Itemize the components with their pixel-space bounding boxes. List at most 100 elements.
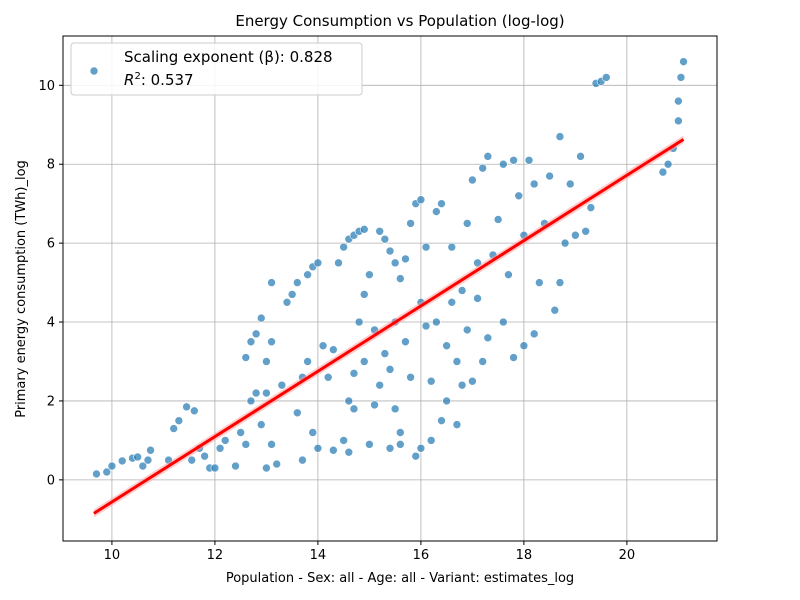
scatter-point: [190, 406, 199, 416]
scatter-point: [498, 159, 508, 169]
scatter-point: [519, 341, 529, 351]
scatter-point: [432, 207, 441, 216]
scatter-point: [442, 341, 451, 351]
scatter-point: [555, 278, 565, 287]
scatter-point: [370, 400, 379, 410]
scatter-point: [329, 345, 338, 354]
scatter-point: [169, 424, 179, 433]
scatter-point: [323, 372, 333, 382]
scatter-point: [117, 456, 127, 466]
scatter-point: [509, 353, 518, 362]
legend-marker-icon: [89, 66, 99, 76]
scatter-point: [267, 440, 276, 449]
scatter-point: [426, 376, 436, 386]
scatter-point: [529, 179, 539, 189]
scatter-point: [272, 459, 282, 469]
scatter-point: [452, 420, 462, 429]
y-tick-label: 6: [47, 237, 55, 252]
scatter-point: [478, 357, 487, 366]
scatter-point: [421, 242, 431, 252]
scatter-point: [107, 461, 117, 471]
legend-r-superscript: 2: [134, 71, 140, 82]
scatter-point: [452, 357, 462, 366]
scatter-point: [318, 341, 328, 351]
scatter-point: [359, 357, 369, 366]
scatter-point: [658, 167, 668, 177]
y-axis-label: Primary energy consumption (TWh)_log: [14, 160, 29, 418]
scatter-point: [210, 463, 220, 473]
scatter-point: [416, 443, 426, 453]
x-tick-label: 10: [104, 548, 121, 563]
scatter-point: [277, 380, 287, 390]
scatter-point: [395, 274, 405, 283]
scatter-point: [406, 372, 415, 382]
scatter-point: [359, 290, 369, 299]
scatter-point: [565, 179, 575, 189]
scatter-point: [375, 380, 385, 390]
scatter-point: [663, 159, 673, 169]
scatter-point: [102, 467, 112, 477]
scatter-point: [437, 199, 446, 208]
scatter-point: [262, 357, 271, 366]
scatter-point: [478, 163, 487, 173]
scatter-point: [468, 376, 477, 386]
scatter-point: [308, 428, 318, 437]
scatter-point: [365, 440, 374, 449]
scatter-point: [287, 290, 297, 299]
scatter-point: [303, 357, 312, 366]
scatter-point: [529, 329, 539, 339]
scatter-point: [550, 305, 560, 315]
scatter-point: [411, 451, 421, 461]
scatter-point: [303, 270, 312, 279]
scatter-point: [262, 388, 271, 398]
scatter-point: [674, 116, 683, 126]
regression-line: [93, 138, 685, 515]
scatter-point: [298, 455, 307, 465]
scatter-point: [504, 270, 513, 279]
scatter-point: [231, 461, 240, 471]
scatter-point: [426, 436, 436, 445]
scatter-point: [359, 225, 369, 234]
scatter-point: [406, 219, 415, 228]
grid-lines: [63, 36, 717, 541]
scatter-point: [385, 365, 395, 374]
scatter-point: [215, 443, 225, 453]
x-tick-label: 20: [619, 548, 636, 563]
scatter-point: [251, 329, 261, 339]
legend-r-label: R: [124, 71, 134, 89]
scatter-point: [349, 404, 359, 414]
scatter-point: [514, 191, 524, 201]
scatter-point: [390, 258, 400, 268]
scatter-point: [385, 443, 395, 453]
scatter-point: [256, 420, 266, 429]
scatter-point: [146, 445, 155, 455]
scatter-point: [416, 195, 426, 205]
scatter-point: [601, 73, 611, 82]
scatter-point: [344, 447, 354, 457]
scatter-point: [421, 321, 431, 331]
scatter-point: [380, 234, 390, 244]
scatter-point: [524, 155, 534, 165]
y-tick-label: 4: [47, 316, 55, 331]
y-axis-ticks: 0 2 4 6 8 10: [38, 79, 63, 488]
scatter-point: [293, 408, 302, 418]
legend-box: [70, 42, 363, 96]
x-axis-label: Population - Sex: all - Age: all - Varia…: [226, 571, 574, 586]
x-axis-ticks: 10 12 14 16 18 20: [104, 541, 636, 563]
regression-line-group: [93, 135, 685, 518]
scatter-point: [246, 396, 256, 406]
scatter-point: [251, 388, 261, 398]
scatter-point: [555, 132, 565, 141]
scatter-point: [380, 349, 390, 358]
scatter-point: [468, 175, 477, 185]
scatter-point: [375, 226, 385, 236]
scatter-point: [385, 246, 395, 256]
scatter-point: [509, 155, 518, 165]
legend-line-2: R2: 0.537: [124, 71, 194, 89]
x-tick-label: 16: [413, 548, 430, 563]
scatter-points: [92, 57, 688, 479]
legend: Scaling exponent (β): 0.828 R2: 0.537: [70, 42, 363, 96]
scatter-point: [674, 96, 683, 106]
scatter-point: [241, 353, 251, 362]
scatter-point: [498, 317, 508, 327]
